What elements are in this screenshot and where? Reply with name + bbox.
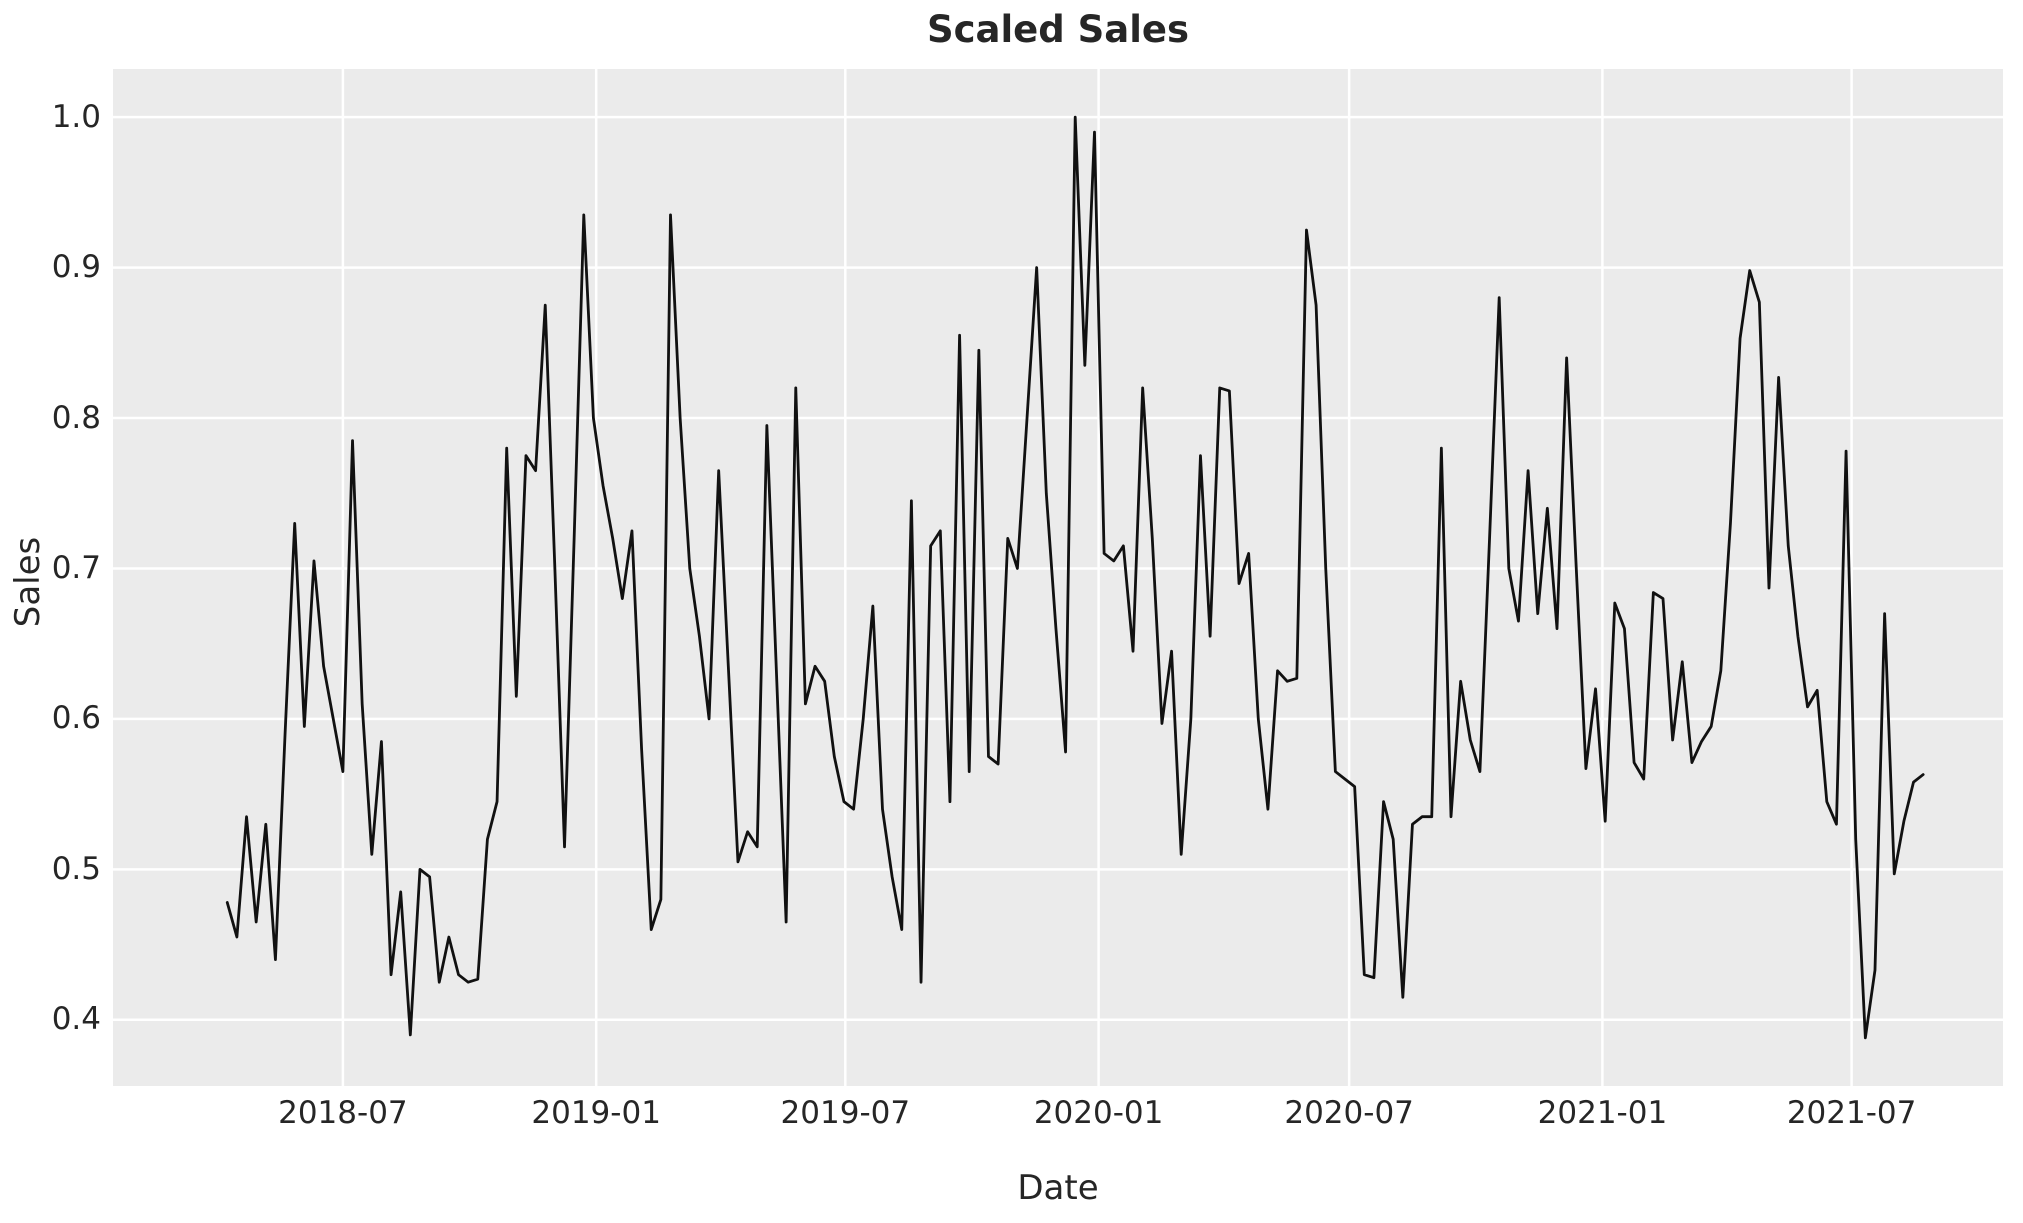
y-tick-label: 0.5 [51,850,101,887]
y-axis-label: Sales [8,536,48,628]
x-tick-label: 2018-07 [278,1095,408,1131]
x-axis-label: Date [1017,1168,1099,1208]
y-tick-label: 0.8 [51,399,101,436]
x-tick-label: 2020-01 [1033,1095,1164,1131]
sales-line [225,115,1925,1040]
y-tick-label: 0.9 [51,249,101,286]
plot-canvas [113,69,2003,1086]
y-tick-label: 1.0 [51,98,101,135]
y-tick-label: 0.4 [51,1001,101,1038]
chart-title: Scaled Sales [926,8,1190,51]
x-tick-label: 2021-01 [1537,1095,1668,1131]
plot-area [113,69,2003,1086]
x-tick-label: 2019-01 [531,1095,661,1131]
x-tick-label: 2019-07 [780,1095,911,1131]
y-tick-label: 0.6 [51,700,101,737]
x-tick-label: 2020-07 [1284,1095,1414,1131]
y-tick-label: 0.7 [51,549,101,586]
x-tick-label: 2021-07 [1786,1095,1917,1131]
gridlines [113,69,2003,1086]
